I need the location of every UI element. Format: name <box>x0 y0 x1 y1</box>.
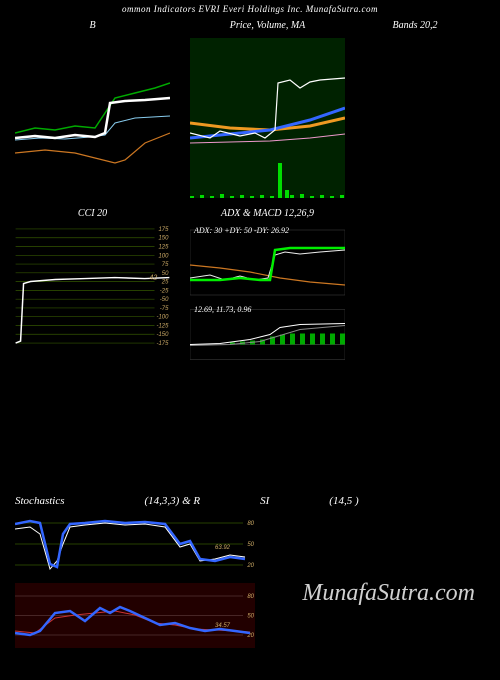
svg-text:-25: -25 <box>160 288 169 294</box>
svg-text:175: 175 <box>158 227 169 233</box>
svg-text:50: 50 <box>247 614 254 620</box>
svg-text:-50: -50 <box>160 297 169 303</box>
panel-bands-title: Bands 20,2 <box>355 20 475 36</box>
svg-text:50: 50 <box>247 542 254 548</box>
panel-cci-title: CCI 20 <box>15 208 170 224</box>
chart-cci: 175 150 125 100 75 50 25 -25 -50 -75 -100 -125 -150 -… <box>15 224 170 348</box>
chart-price <box>190 36 345 200</box>
page-header: ommon Indicators EVRI Everi Holdings Inc… <box>0 0 500 18</box>
stoch-title: Stochastics (14,3,3) & R SI (14,5 ) <box>15 495 485 507</box>
svg-text:-175: -175 <box>156 341 169 347</box>
stoch-title-right: (14,5 ) <box>329 495 358 507</box>
panel-bands: Bands 20,2 <box>355 20 475 200</box>
panel-price: Price, Volume, MA <box>190 20 345 200</box>
svg-text:-150: -150 <box>156 332 169 338</box>
stoch-title-left: Stochastics <box>15 495 65 507</box>
panel-price-title: Price, Volume, MA <box>190 20 345 36</box>
svg-text:150: 150 <box>158 236 169 242</box>
chart-stoch: 80 50 20 63.92 <box>15 509 255 579</box>
panel-adx: ADX & MACD 12,26,9 ADX: 30 +DY: 50 -DY: … <box>190 208 345 348</box>
svg-text:50: 50 <box>162 271 169 277</box>
chart-b <box>15 36 170 200</box>
stoch-title-si: SI <box>260 495 269 507</box>
svg-text:-125: -125 <box>156 323 169 329</box>
chart-row-1: B Price, Volume, MA Bands 20,2 <box>0 20 500 200</box>
svg-text:-75: -75 <box>160 306 169 312</box>
adx-top-label: ADX: 30 +DY: 50 -DY: 26.92 <box>194 226 289 235</box>
stoch-title-mid: (14,3,3) & R <box>145 495 201 507</box>
svg-text:75: 75 <box>162 262 169 268</box>
svg-text:-100: -100 <box>156 315 169 321</box>
svg-text:63.92: 63.92 <box>215 545 231 551</box>
panel-adx-title: ADX & MACD 12,26,9 <box>190 208 345 224</box>
panel-b-title: B <box>15 20 170 36</box>
chart-row-2: CCI 20 175 150 125 100 75 50 25 -25 -50 -75 -100 -1… <box>0 208 500 348</box>
chart-adx-top <box>190 224 345 301</box>
adx-bottom-label: 12.69, 11.73, 0.96 <box>194 305 251 314</box>
svg-text:80: 80 <box>247 521 254 527</box>
chart-rsi: 80502034.57 <box>15 583 255 648</box>
svg-text:20: 20 <box>246 563 254 569</box>
svg-text:42: 42 <box>150 275 158 282</box>
svg-text:34.57: 34.57 <box>215 623 231 629</box>
svg-text:80: 80 <box>247 594 254 600</box>
svg-text:25: 25 <box>161 280 169 286</box>
panel-b: B <box>15 20 170 200</box>
watermark: MunafaSutra.com <box>302 580 475 607</box>
panel-cci: CCI 20 175 150 125 100 75 50 25 -25 -50 -75 -100 -1… <box>15 208 170 348</box>
svg-text:125: 125 <box>158 244 169 250</box>
stoch-section: Stochastics (14,3,3) & R SI (14,5 ) 80 50… <box>15 495 485 648</box>
svg-text:100: 100 <box>158 253 169 259</box>
